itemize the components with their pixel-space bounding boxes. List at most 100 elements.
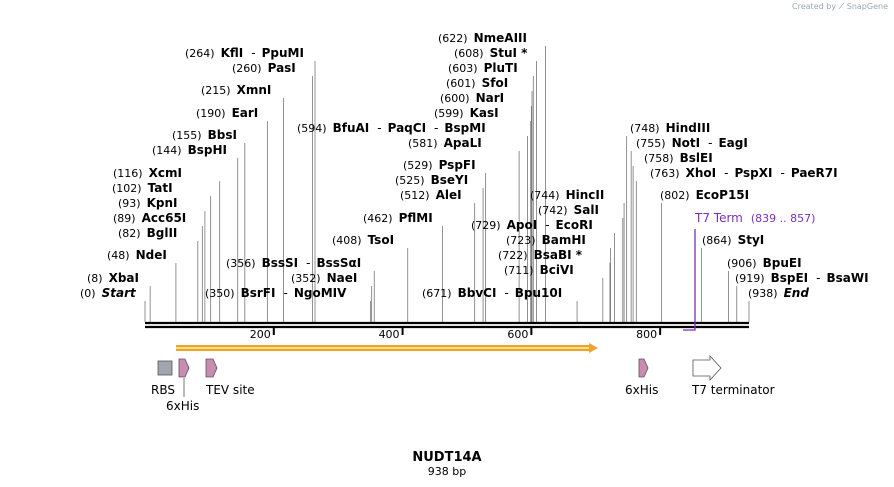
site-position: (919) <box>735 272 765 285</box>
restriction-site-label[interactable]: (723) BamHI <box>506 233 586 247</box>
restriction-site-label[interactable]: (93) KpnI <box>118 196 178 210</box>
site-name: Bpu10I <box>515 286 562 300</box>
feature-label-6xhis-c: 6xHis <box>625 383 658 397</box>
site-name: BspHI <box>188 143 227 157</box>
site-position: (82) <box>118 227 141 240</box>
site-position: (581) <box>408 137 438 150</box>
restriction-site-label[interactable]: (356) BssSI - BssSαI <box>226 256 361 270</box>
site-name: AleI <box>436 188 462 202</box>
restriction-site-label[interactable]: (512) AleI <box>400 188 462 202</box>
site-name: KflI <box>221 46 244 60</box>
restriction-site-label[interactable]: (581) ApaLI <box>408 136 482 150</box>
restriction-site-label[interactable]: (144) BspHI <box>152 143 227 157</box>
restriction-site-label[interactable]: (711) BciVI <box>504 263 574 277</box>
restriction-site-label[interactable]: (215) XmnI <box>201 83 271 97</box>
site-name: PasI <box>268 61 296 75</box>
site-name: PspXI <box>734 166 772 180</box>
restriction-site-label[interactable]: (102) TatI <box>112 181 173 195</box>
restriction-site-label[interactable]: (89) Acc65I <box>113 211 186 225</box>
restriction-site-label[interactable]: (864) StyI <box>702 233 764 247</box>
feature-label-6xhis: 6xHis <box>166 399 199 413</box>
site-name: BbsI <box>208 128 237 142</box>
orf-arrow <box>176 343 598 353</box>
restriction-site-label[interactable]: (802) EcoP15I <box>660 188 749 202</box>
restriction-site-label[interactable]: (748) HindIII <box>630 121 710 135</box>
scale-tick-label: 600 <box>507 328 528 341</box>
site-position: (744) <box>530 189 560 202</box>
restriction-site-label[interactable]: (729) ApoI - EcoRI <box>471 218 593 232</box>
site-position: (93) <box>118 197 141 210</box>
restriction-site-label[interactable]: (594) BfuAI - PaqCI - BspMI <box>297 121 486 135</box>
restriction-site-label[interactable]: (0) Start <box>80 286 137 300</box>
orf-bar-core <box>176 347 591 349</box>
site-position: (525) <box>395 174 425 187</box>
restriction-site-label[interactable]: (906) BpuEI <box>727 256 802 270</box>
restriction-site-label[interactable]: (462) PflMI <box>363 211 433 225</box>
site-name: XbaI <box>109 271 139 285</box>
site-name: BfuAI <box>333 121 370 135</box>
restriction-site-label[interactable]: (525) BseYI <box>395 173 468 187</box>
site-name: BsrFI <box>241 286 276 300</box>
restriction-site-label[interactable]: (8) XbaI <box>87 271 139 285</box>
site-position: (802) <box>660 189 690 202</box>
restriction-site-label[interactable]: (755) NotI - EagI <box>636 136 748 150</box>
restriction-site-label[interactable]: (671) BbvCI - Bpu10I <box>422 286 562 300</box>
restriction-site-label[interactable]: (722) BsaBI * <box>498 248 583 262</box>
restriction-site-label[interactable]: (155) BbsI <box>172 128 237 142</box>
restriction-site-label[interactable]: (622) NmeAIII <box>438 31 527 45</box>
restriction-site-label[interactable]: (938) End <box>748 286 809 300</box>
site-name: SfoI <box>482 76 509 90</box>
feature-site-label[interactable]: T7 Term (839 .. 857) <box>694 211 815 225</box>
restriction-site-label[interactable]: (742) SalI <box>538 203 599 217</box>
site-name: KpnI <box>147 196 178 210</box>
site-name: ApaLI <box>444 136 482 150</box>
restriction-site-label[interactable]: (48) NdeI <box>107 248 167 262</box>
site-position: (144) <box>152 144 182 157</box>
restriction-site-label[interactable]: (190) EarI <box>196 106 258 120</box>
site-name: StuI * <box>490 46 529 60</box>
site-name: EcoP15I <box>696 188 750 202</box>
restriction-site-label[interactable]: (919) BspEI - BsaWI <box>735 271 869 285</box>
site-name: KasI <box>470 106 499 120</box>
restriction-site-label[interactable]: (350) BsrFI - NgoMIV <box>205 286 347 300</box>
restriction-site-label[interactable]: (603) PluTI <box>448 61 518 75</box>
site-position: (711) <box>504 264 534 277</box>
site-position: (89) <box>113 212 136 225</box>
restriction-site-label[interactable]: (758) BslEI <box>644 151 713 165</box>
restriction-site-label[interactable]: (116) XcmI <box>113 166 182 180</box>
rbs-feature <box>157 360 173 376</box>
site-name: Acc65I <box>142 211 187 225</box>
restriction-site-label[interactable]: (600) NarI <box>440 91 504 105</box>
orf-arrow-head <box>589 343 598 353</box>
site-position: (352) <box>291 272 321 285</box>
restriction-site-label[interactable]: (601) SfoI <box>446 76 508 90</box>
sequence-backbone <box>145 321 749 329</box>
site-position: (356) <box>226 257 256 270</box>
feature-label-tev: TEV site <box>205 383 255 397</box>
site-position: (755) <box>636 137 666 150</box>
site-position: (671) <box>422 287 452 300</box>
site-name: EarI <box>232 106 259 120</box>
restriction-site-label[interactable]: (264) KflI - PpuMI <box>185 46 304 60</box>
site-name: BssSI <box>262 256 299 270</box>
restriction-site-label[interactable]: (352) NaeI <box>291 271 357 285</box>
site-name: BsaWI <box>826 271 868 285</box>
site-position: (599) <box>434 107 464 120</box>
restriction-site-label[interactable]: (599) KasI <box>434 106 499 120</box>
restriction-site-label[interactable]: (744) HincII <box>530 188 604 202</box>
site-position: (48) <box>107 249 130 262</box>
site-name: BspEI <box>771 271 809 285</box>
restriction-site-label[interactable]: (763) XhoI - PspXI - PaeR7I <box>650 166 838 180</box>
restriction-site-label[interactable]: (408) TsoI <box>332 233 394 247</box>
restriction-site-label[interactable]: (529) PspFI <box>403 158 476 172</box>
site-separator: - <box>545 218 549 232</box>
site-separator: - <box>306 256 310 270</box>
restriction-site-label[interactable]: (82) BglII <box>118 226 177 240</box>
snapgene-credit: Created by ⟋ SnapGene <box>792 2 888 12</box>
restriction-site-label[interactable]: (608) StuI * <box>454 46 528 60</box>
site-position: (938) <box>748 287 778 300</box>
restriction-site-label[interactable]: (260) PasI <box>232 61 296 75</box>
site-lines <box>144 46 750 322</box>
site-position: (601) <box>446 77 476 90</box>
credit-text: Created by <box>792 2 837 11</box>
